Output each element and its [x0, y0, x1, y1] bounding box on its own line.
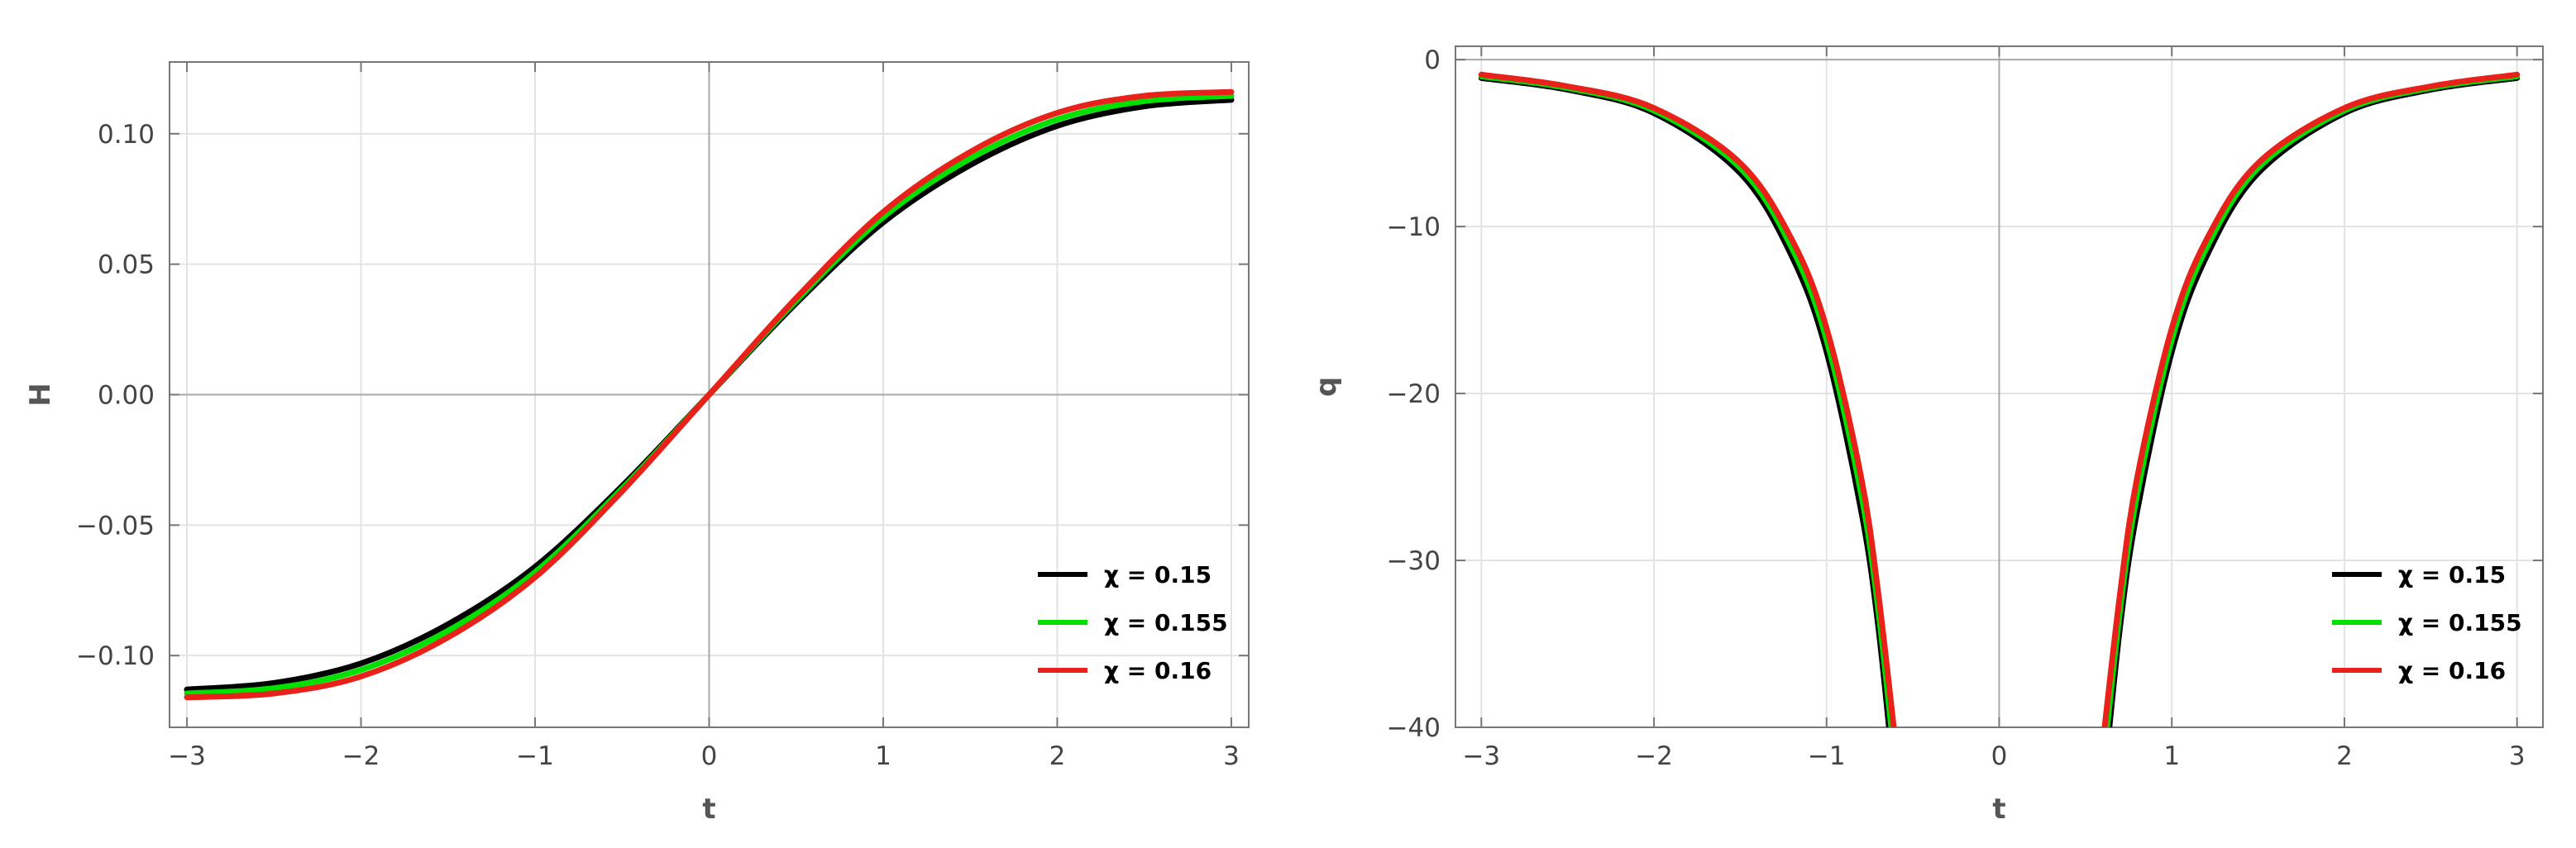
x-tick-label: 2 [1049, 741, 1066, 771]
y-tick-label: 0.10 [98, 120, 155, 150]
x-tick-label: −3 [1462, 741, 1500, 771]
x-tick-label: 2 [2336, 741, 2353, 771]
y-tick-label: 0.00 [98, 381, 155, 411]
y-tick-label: −40 [1387, 713, 1441, 743]
series-lines [1478, 71, 2521, 727]
legend-label: χ = 0.15 [1104, 561, 1212, 588]
series-line [1478, 71, 1897, 727]
y-tick-label: −0.10 [76, 641, 155, 671]
x-tick-label: 1 [875, 741, 891, 771]
x-tick-label: 1 [2163, 741, 2180, 771]
x-axis-title: t [702, 793, 715, 826]
y-tick-label: −0.05 [76, 511, 155, 541]
y-tick-label: −30 [1387, 546, 1441, 576]
x-tick-label: −1 [516, 741, 554, 771]
legend-label: χ = 0.155 [1104, 609, 1228, 636]
series-line [1478, 73, 1895, 727]
legend-label: χ = 0.16 [1104, 657, 1212, 684]
y-axis-title: H [24, 383, 57, 406]
y-tick-label: 0.05 [98, 250, 155, 280]
legend-label: χ = 0.155 [2398, 609, 2522, 636]
x-tick-label: 3 [1223, 741, 1240, 771]
series-line [2101, 71, 2521, 727]
y-tick-label: −20 [1387, 379, 1441, 409]
series-line [2106, 74, 2521, 727]
series-lines [184, 88, 1235, 701]
legend-label: χ = 0.15 [2398, 561, 2506, 588]
series-line [184, 88, 1235, 701]
x-tick-label: 0 [1991, 741, 2008, 771]
y-axis-title: q [1310, 377, 1343, 397]
x-axis-title: t [1992, 793, 2005, 826]
y-tick-label: −10 [1387, 212, 1441, 242]
x-tick-label: −1 [1808, 741, 1846, 771]
y-tick-label: 0 [1424, 45, 1441, 75]
series-line [1478, 74, 1892, 727]
x-tick-label: 0 [701, 741, 718, 771]
legend-label: χ = 0.16 [2398, 657, 2506, 684]
x-tick-label: 3 [2509, 741, 2526, 771]
panel-h: −3 −2 −1 0 1 2 3 −0.10 −0.05 0.00 0.05 0.10 t Hχ = 0.… [24, 61, 1250, 826]
x-tick-label: −2 [1635, 741, 1673, 771]
x-tick-label: −2 [342, 741, 380, 771]
x-tick-label: −3 [168, 741, 206, 771]
